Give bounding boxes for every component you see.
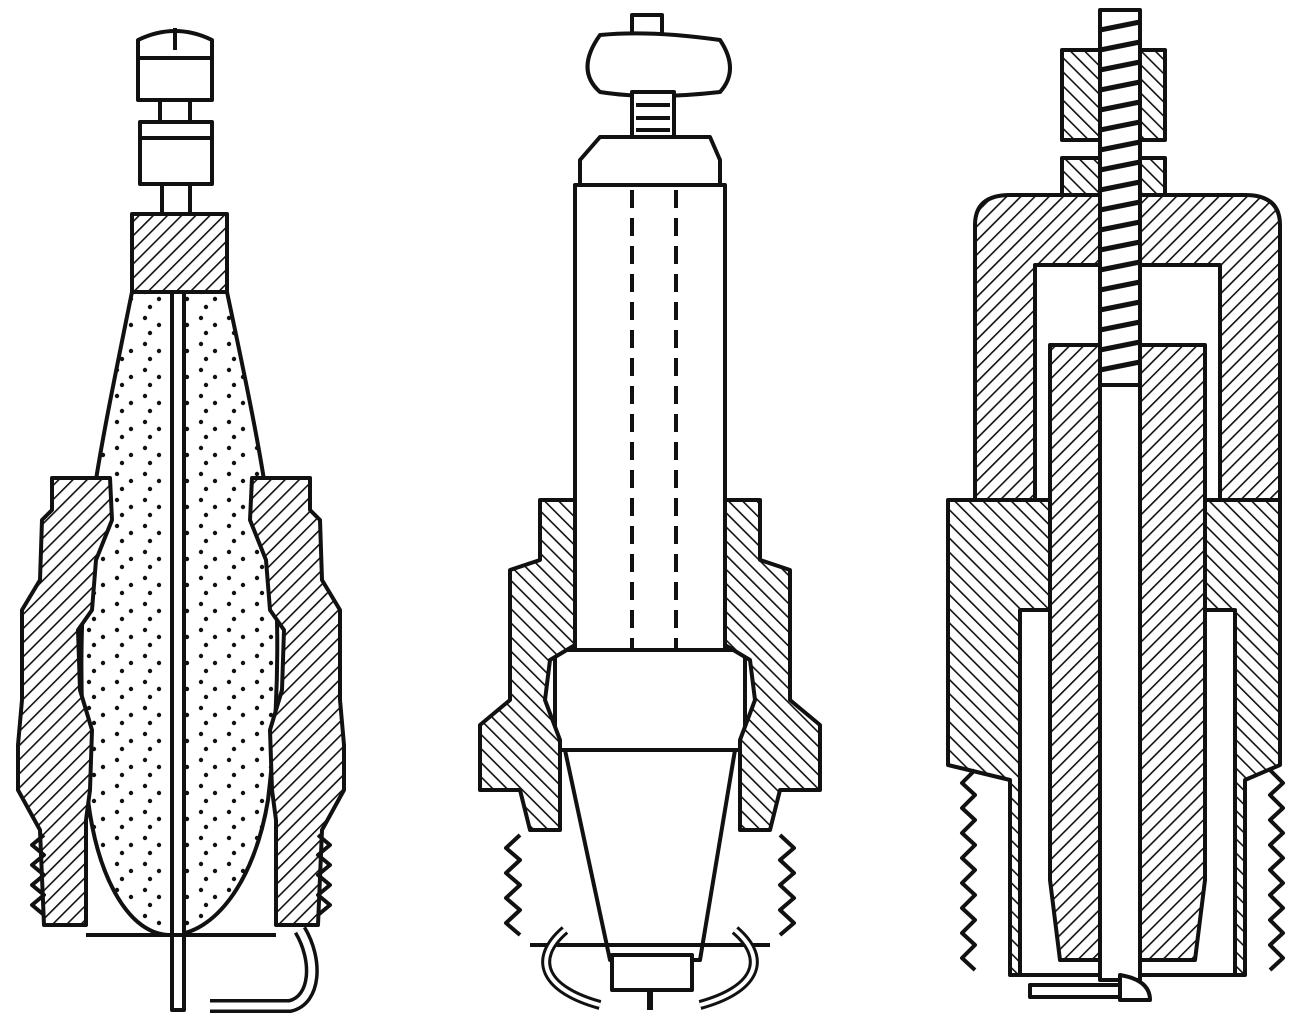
spark-plug-1 [16, 28, 346, 1013]
hatched-cap [130, 212, 229, 294]
left-shell [478, 498, 577, 832]
ground-electrode [210, 926, 319, 1013]
right-shell [248, 476, 346, 927]
spark-plug-3 [946, 8, 1285, 1002]
right-shell [723, 498, 822, 832]
center-electrode [170, 290, 186, 1012]
spark-plug-2 [478, 13, 822, 1010]
left-shell [16, 476, 114, 927]
terminal-knob [578, 13, 732, 187]
right-threads [316, 833, 332, 917]
insulator-tube [573, 183, 727, 652]
terminal-nut [136, 28, 214, 216]
left-threads [30, 833, 46, 917]
